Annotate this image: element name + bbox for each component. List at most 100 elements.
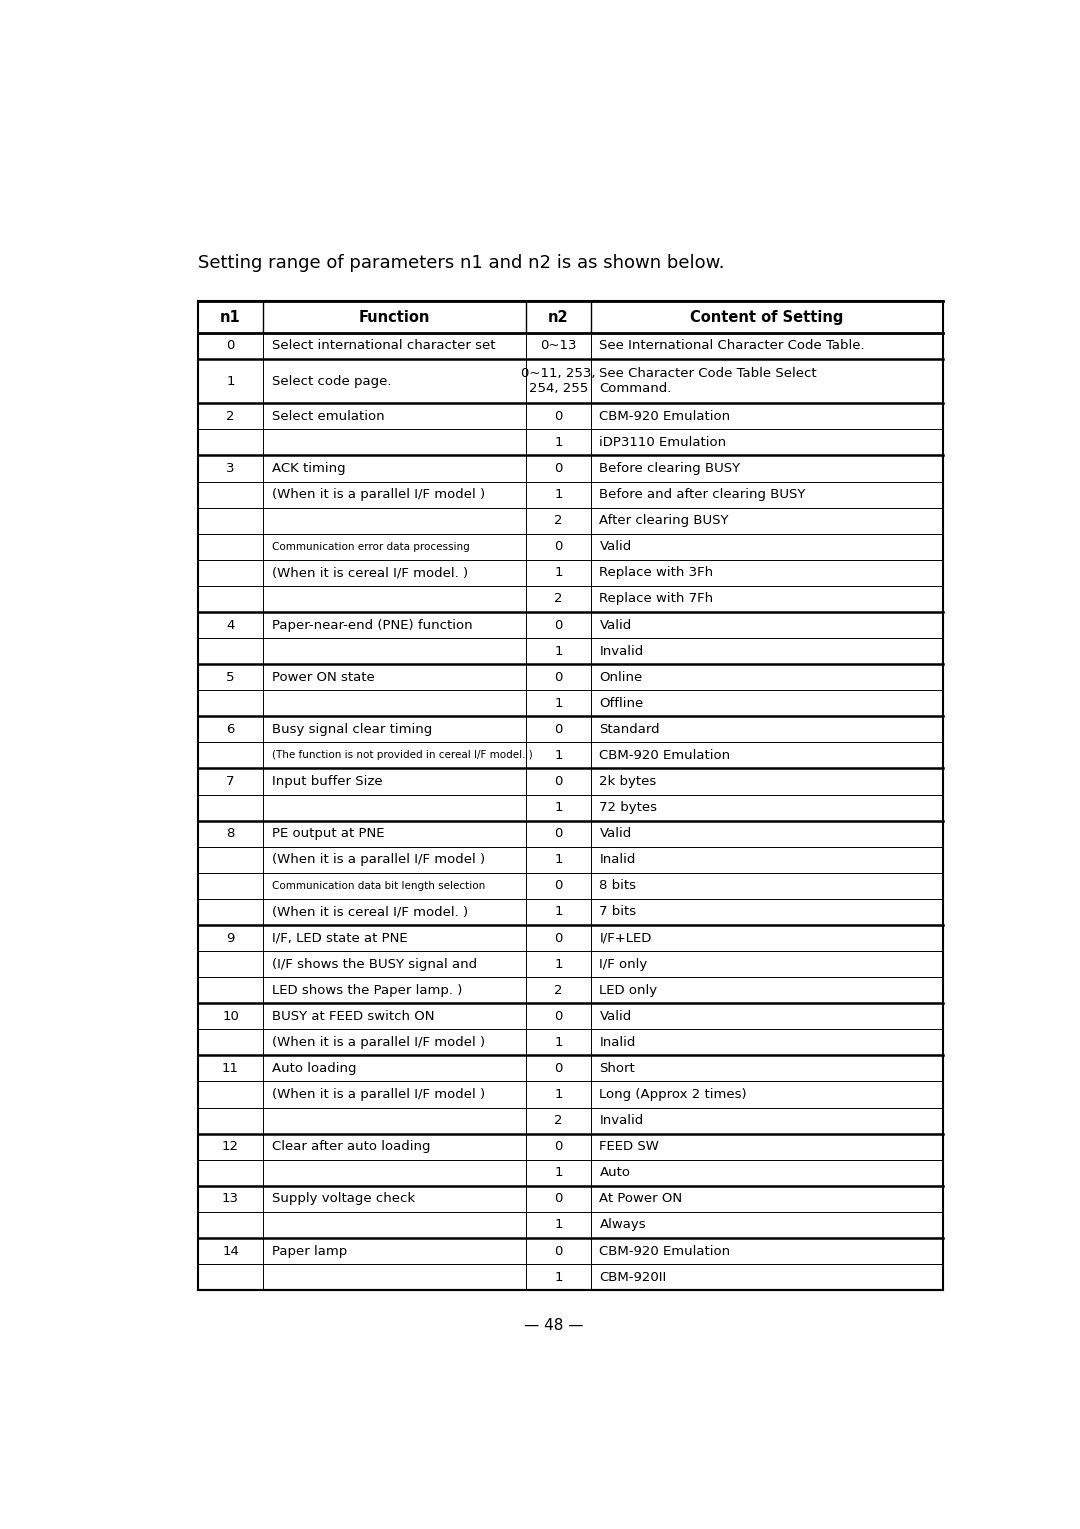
Text: 1: 1 [554, 801, 563, 813]
Text: Select emulation: Select emulation [272, 410, 384, 424]
Text: 72 bytes: 72 bytes [599, 801, 658, 813]
Text: 0: 0 [227, 339, 234, 352]
Text: 1: 1 [554, 905, 563, 919]
Text: 7 bits: 7 bits [599, 905, 636, 919]
Text: Input buffer Size: Input buffer Size [272, 775, 382, 787]
Text: 0: 0 [554, 619, 563, 631]
Text: 1: 1 [554, 1035, 563, 1049]
Text: 12: 12 [222, 1141, 239, 1153]
Text: Valid: Valid [599, 619, 632, 631]
Text: 1: 1 [554, 749, 563, 761]
Text: 6: 6 [227, 723, 234, 735]
Text: I/F+LED: I/F+LED [599, 931, 652, 945]
Text: 0~13: 0~13 [540, 339, 577, 352]
Text: iDP3110 Emulation: iDP3110 Emulation [599, 436, 727, 450]
Text: Short: Short [599, 1063, 635, 1075]
Text: Inalid: Inalid [599, 853, 636, 867]
Text: 0: 0 [554, 462, 563, 476]
Text: Communication error data processing: Communication error data processing [272, 541, 470, 552]
Text: I/F only: I/F only [599, 957, 648, 971]
Text: 1: 1 [554, 436, 563, 450]
Text: Setting range of parameters n1 and n2 is as shown below.: Setting range of parameters n1 and n2 is… [198, 254, 725, 272]
Text: (The function is not provided in cereal I/F model. ): (The function is not provided in cereal … [272, 751, 532, 760]
Text: CBM-920 Emulation: CBM-920 Emulation [599, 749, 730, 761]
Text: Valid: Valid [599, 540, 632, 553]
Text: 2: 2 [554, 1115, 563, 1127]
Text: 11: 11 [222, 1063, 239, 1075]
Text: 4: 4 [227, 619, 234, 631]
Text: I/F, LED state at PNE: I/F, LED state at PNE [272, 931, 407, 945]
Text: 1: 1 [554, 697, 563, 709]
Text: Function: Function [359, 309, 430, 324]
Text: 0: 0 [554, 1009, 563, 1023]
Text: BUSY at FEED switch ON: BUSY at FEED switch ON [272, 1009, 434, 1023]
Text: 14: 14 [222, 1245, 239, 1257]
Text: Content of Setting: Content of Setting [690, 309, 843, 324]
Text: 1: 1 [554, 853, 563, 867]
Text: Auto: Auto [599, 1167, 631, 1179]
Text: (I/F shows the BUSY signal and: (I/F shows the BUSY signal and [272, 957, 477, 971]
Text: 8 bits: 8 bits [599, 879, 636, 893]
Text: 1: 1 [554, 1089, 563, 1101]
Text: 0: 0 [554, 1141, 563, 1153]
Text: Paper lamp: Paper lamp [272, 1245, 347, 1257]
Text: 3: 3 [227, 462, 234, 476]
Text: 2: 2 [554, 514, 563, 528]
Text: (When it is a parallel I/F model ): (When it is a parallel I/F model ) [272, 853, 485, 867]
Text: 5: 5 [227, 671, 234, 683]
Text: See International Character Code Table.: See International Character Code Table. [599, 339, 865, 352]
Text: Select international character set: Select international character set [272, 339, 496, 352]
Text: Select code page.: Select code page. [272, 375, 391, 388]
Text: Before and after clearing BUSY: Before and after clearing BUSY [599, 488, 806, 502]
Text: (When it is cereal I/F model. ): (When it is cereal I/F model. ) [272, 905, 468, 919]
Text: 1: 1 [554, 488, 563, 502]
Text: 1: 1 [554, 957, 563, 971]
Text: Inalid: Inalid [599, 1035, 636, 1049]
Text: Supply voltage check: Supply voltage check [272, 1193, 415, 1205]
Text: 1: 1 [554, 1219, 563, 1231]
Text: 2k bytes: 2k bytes [599, 775, 657, 787]
Text: FEED SW: FEED SW [599, 1141, 660, 1153]
Text: Replace with 3Fh: Replace with 3Fh [599, 566, 714, 579]
Text: Auto loading: Auto loading [272, 1063, 356, 1075]
Text: Invalid: Invalid [599, 645, 644, 657]
Text: Busy signal clear timing: Busy signal clear timing [272, 723, 432, 735]
Text: PE output at PNE: PE output at PNE [272, 827, 384, 841]
Text: Offline: Offline [599, 697, 644, 709]
Text: Standard: Standard [599, 723, 660, 735]
Text: Invalid: Invalid [599, 1115, 644, 1127]
Text: 0: 0 [554, 671, 563, 683]
Text: 2: 2 [227, 410, 234, 424]
Text: CBM-920II: CBM-920II [599, 1271, 666, 1284]
Text: (When it is a parallel I/F model ): (When it is a parallel I/F model ) [272, 1089, 485, 1101]
Text: 0: 0 [554, 723, 563, 735]
Text: (When it is cereal I/F model. ): (When it is cereal I/F model. ) [272, 566, 468, 579]
Text: Long (Approx 2 times): Long (Approx 2 times) [599, 1089, 747, 1101]
Text: 13: 13 [222, 1193, 239, 1205]
Text: Clear after auto loading: Clear after auto loading [272, 1141, 430, 1153]
Text: (When it is a parallel I/F model ): (When it is a parallel I/F model ) [272, 488, 485, 502]
Text: Online: Online [599, 671, 643, 683]
Text: 2: 2 [554, 592, 563, 605]
Bar [198, 301, 943, 1290]
Text: Valid: Valid [599, 1009, 632, 1023]
Text: 0: 0 [554, 931, 563, 945]
Text: 0: 0 [554, 540, 563, 553]
Text: (When it is a parallel I/F model ): (When it is a parallel I/F model ) [272, 1035, 485, 1049]
Text: 1: 1 [554, 1167, 563, 1179]
Text: 0~11, 253,
254, 255: 0~11, 253, 254, 255 [521, 367, 595, 394]
Text: 9: 9 [227, 931, 234, 945]
Text: CBM-920 Emulation: CBM-920 Emulation [599, 410, 730, 424]
Text: Power ON state: Power ON state [272, 671, 375, 683]
Text: Valid: Valid [599, 827, 632, 841]
Text: 0: 0 [554, 1193, 563, 1205]
Text: Paper-near-end (PNE) function: Paper-near-end (PNE) function [272, 619, 472, 631]
Text: 2: 2 [554, 983, 563, 997]
Text: Communication data bit length selection: Communication data bit length selection [272, 881, 485, 891]
Text: 1: 1 [554, 1271, 563, 1284]
Text: 8: 8 [227, 827, 234, 841]
Text: 7: 7 [227, 775, 234, 787]
Text: n1: n1 [220, 309, 241, 324]
Text: At Power ON: At Power ON [599, 1193, 683, 1205]
Text: Always: Always [599, 1219, 646, 1231]
